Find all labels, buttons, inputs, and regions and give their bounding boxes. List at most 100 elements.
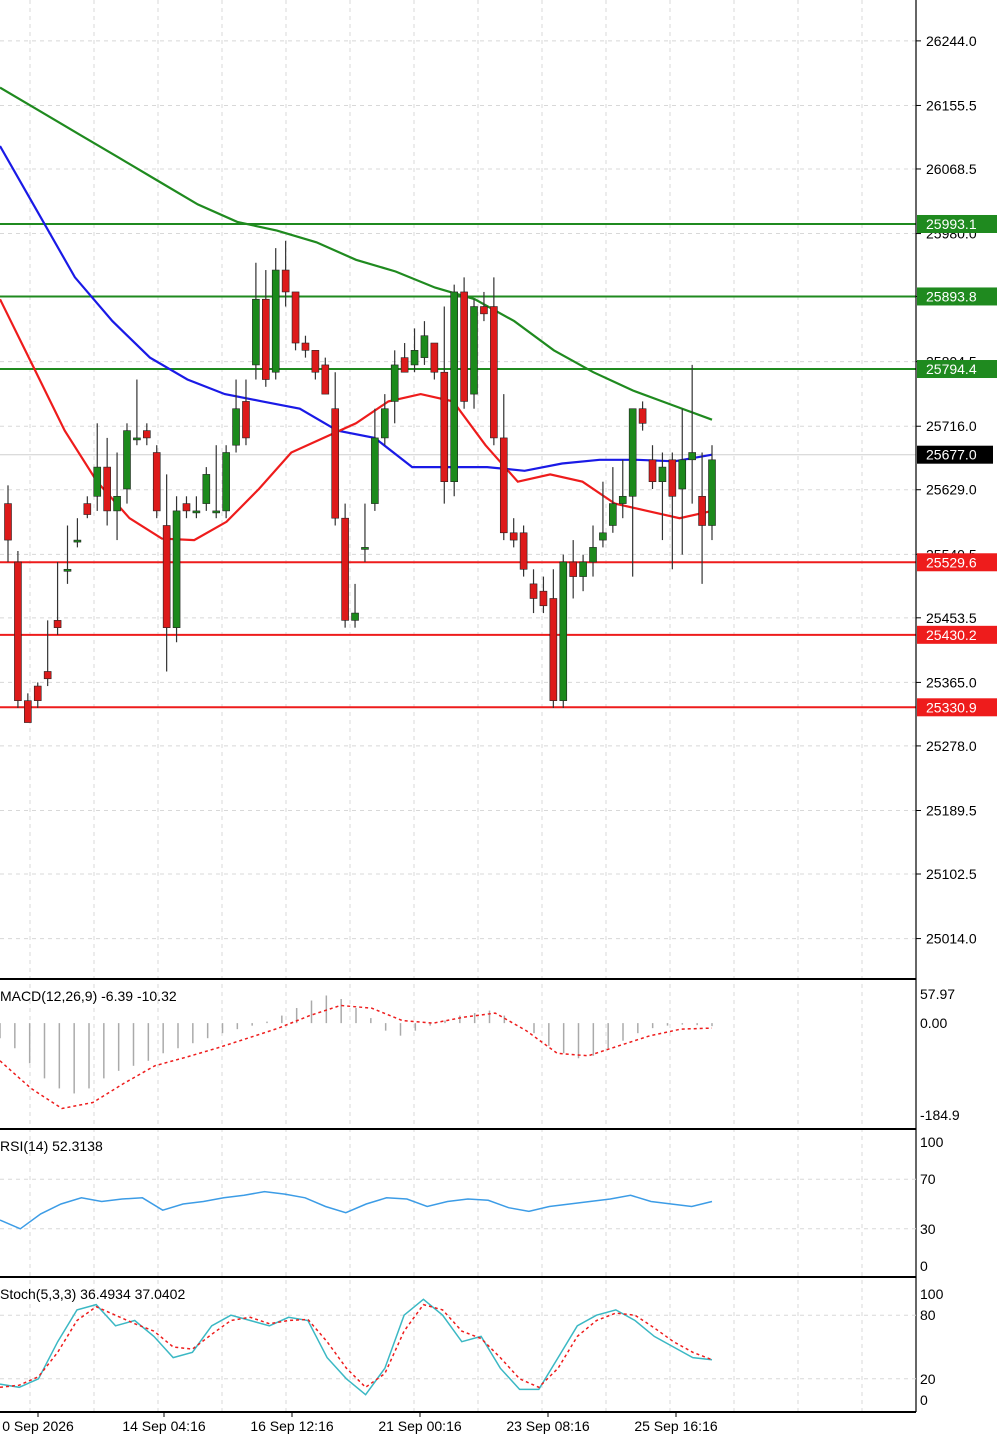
price-tick-label: 25365.0 [926,674,977,690]
resistance-level-value: 25993.1 [926,216,977,232]
stoch-d-line [0,1303,713,1389]
candle-body [212,510,221,514]
resistance-level-value: 25893.8 [926,288,977,304]
support-level-tag [917,698,997,717]
time-tick-label: 16 Sep 12:16 [250,1418,334,1434]
candle-body [24,700,32,723]
candle-body [410,350,419,366]
candle-body [311,350,320,373]
macd-signal-line [0,1004,713,1110]
candle-body [242,401,250,439]
macd-label: MACD(12,26,9) -6.39 -10.32 [0,988,177,1004]
rsi-tick-label: 100 [920,1134,944,1150]
price-tick-label: 25716.0 [926,418,977,434]
candle-body [519,532,528,570]
price-levels [0,222,916,709]
price-tick-label: 26244.0 [926,33,977,49]
candle-body [450,291,458,483]
axes-frame [0,0,917,1413]
price-tick-label: 25014.0 [926,931,977,947]
price-tick-label: 25189.5 [926,802,977,818]
candle-body [222,452,230,512]
current-price-tag [917,445,993,464]
candle-body [271,269,280,373]
candle-body [331,408,340,519]
stoch-tick-label: 80 [920,1307,936,1323]
candle-body [480,306,488,315]
candle-body [152,452,161,512]
macd-tick-zero: 0.00 [920,1015,947,1031]
candle-body [380,408,389,439]
support-level-value: 25529.6 [926,554,977,570]
candle-body [490,306,498,439]
candle-body [390,364,399,402]
time-tick-label: 21 Sep 00:16 [378,1418,462,1434]
candle-body [103,466,111,512]
candle-body [509,532,518,541]
candle-body [628,408,637,497]
rsi-line [0,1190,713,1230]
support-level-tag [917,553,997,572]
price-tick-label: 26068.5 [926,161,977,177]
candle-body [351,612,359,621]
candle-body [33,685,42,701]
candle-body [192,510,201,514]
rsi-tick-label: 0 [920,1258,928,1274]
price-tick-label: 25453.5 [926,610,977,626]
stoch-tick-label: 20 [920,1371,936,1387]
candle-body [262,298,270,380]
candle-body [668,459,677,497]
candle-body [559,561,568,701]
resistance-level-tag [917,287,997,306]
price-tick-label: 25629.0 [926,482,977,498]
macd-tick-max: 57.97 [920,986,955,1002]
candle-body [638,408,647,424]
candle-body [658,466,667,483]
support-level-value: 25330.9 [926,699,977,715]
candle-body [708,459,716,526]
candle-body [688,452,696,461]
rsi-tick-label: 70 [920,1171,936,1187]
indicator-panels: MACD(12,26,9) -6.39 -10.32 57.97 0.00 -184.… [0,986,960,1408]
candle-body [291,291,300,344]
time-tick-label: 23 Sep 08:16 [506,1418,590,1434]
ma-slow-line [0,86,713,421]
time-tick-label: 25 Sep 16:16 [634,1418,718,1434]
price-axis: 26244.026155.526068.525980.025893.825804… [916,33,997,947]
candle-body [420,335,429,358]
chart-grid [0,0,916,1412]
candle-body [321,364,330,395]
candle-body [549,598,558,701]
candle-body [529,583,538,599]
candle-body [172,510,181,628]
candle-body [43,671,52,680]
price-tick-label: 25278.0 [926,738,977,754]
candle-body [499,437,508,534]
resistance-level-value: 25794.4 [926,361,977,377]
candle-body [599,532,607,541]
candle-body [618,495,627,504]
price-tick-label: 25102.5 [926,866,977,882]
candle-body [162,525,171,628]
candle-body [123,430,131,490]
candle-body [281,269,290,293]
candle-body [371,437,379,504]
stoch-label: Stoch(5,3,3) 36.4934 37.0402 [0,1286,185,1302]
candle-body [133,437,141,441]
candle-body [301,342,310,351]
candle-body [202,474,211,504]
time-axis: 0 Sep 2026 14 Sep 04:16 16 Sep 12:16 21 Sep… [2,1412,718,1434]
time-tick-label: 14 Sep 04:16 [122,1418,206,1434]
stoch-tick-label: 0 [920,1392,928,1408]
macd-tick-min: -184.9 [920,1107,960,1123]
candle-body [252,298,260,366]
candle-body [569,561,577,577]
resistance-level-tag [917,214,997,233]
candle-body [648,459,657,483]
candle-body [14,561,22,701]
candle-body [539,590,548,607]
candle-body [460,291,468,402]
current-price-value: 25677.0 [926,447,977,463]
support-level-tag [917,625,997,644]
